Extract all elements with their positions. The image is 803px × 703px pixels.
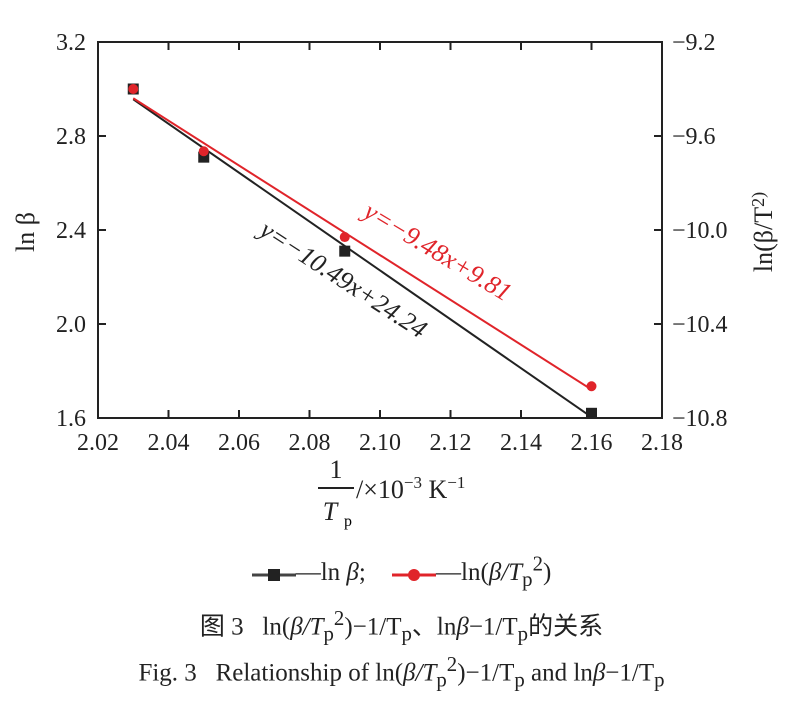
tick-group: 2.02 2.04 2.06 2.08 2.10 2.12 2.14 2.16 2.18 1.6 2…	[56, 30, 728, 456]
y-axis-right-title-sup: 2)	[748, 192, 769, 207]
x-tick-label: 2.10	[359, 430, 401, 456]
y-axis-right-title: ln(β/T2)	[748, 192, 778, 272]
x-title-denominator-sub: p	[344, 513, 352, 530]
legend-item-lnbetat2: —ln(β/Tp2)	[392, 552, 551, 592]
data-marks	[127, 83, 597, 419]
y-right-tick-label: −10.0	[672, 218, 728, 244]
legend-label-1: —ln β;	[295, 559, 366, 587]
circle-point	[586, 381, 597, 392]
y-left-tick-label: 2.4	[56, 218, 86, 244]
y-axis-left-title: ln β	[11, 212, 40, 252]
x-tick-label: 2.16	[571, 430, 613, 456]
circle-point	[128, 84, 139, 94]
x-title-denominator: T	[323, 497, 339, 526]
caption-chinese: 图 3 ln(β/Tp2)−1/Tp、lnβ−1/Tp的关系	[199, 606, 604, 646]
y-left-tick-label: 2.0	[56, 312, 86, 338]
x-tick-label: 2.14	[500, 430, 542, 456]
square-point	[339, 245, 351, 257]
x-title-unit-part: K	[422, 475, 448, 504]
x-tick-label: 2.04	[148, 430, 190, 456]
fit-line-2	[132, 97, 593, 391]
x-tick-label: 2.08	[289, 430, 331, 456]
legend: —ln β; —ln(β/Tp2)	[0, 552, 803, 592]
y-right-tick-label: −9.6	[672, 124, 716, 150]
y-axis-right-title-main: ln(β/T	[749, 207, 778, 272]
y-right-tick-label: −9.2	[672, 30, 716, 56]
y-left-tick-label: 3.2	[56, 30, 86, 56]
legend-swatch-square	[251, 568, 296, 581]
x-title-unit-part: −1	[447, 473, 465, 492]
x-title-unit-part: /×10	[356, 475, 404, 504]
x-title-numerator: 1	[330, 455, 343, 484]
caption-english: Fig. 3 Relationship of ln(β/Tp2)−1/Tp an…	[138, 652, 665, 692]
y-right-tick-label: −10.8	[672, 406, 728, 432]
legend-swatch-circle	[392, 568, 437, 581]
x-tick-label: 2.02	[77, 430, 119, 456]
x-tick-label: 2.18	[641, 430, 683, 456]
y-left-tick-label: 1.6	[56, 406, 86, 432]
circle-point	[339, 232, 350, 243]
x-tick-label: 2.06	[218, 430, 260, 456]
fit-line-1	[132, 98, 593, 418]
y-left-tick-label: 2.8	[56, 124, 86, 150]
square-point	[198, 151, 210, 163]
x-title-unit: /×10−3 K−1	[356, 473, 465, 504]
legend-label-2: —ln(β/Tp2)	[436, 552, 552, 592]
y-right-tick-label: −10.4	[672, 312, 728, 338]
circle-point	[198, 146, 209, 157]
x-tick-label: 2.12	[430, 430, 472, 456]
legend-item-lnbeta: —ln β;	[251, 559, 366, 587]
chart: 2.02 2.04 2.06 2.08 2.10 2.12 2.14 2.16 2.18 1.6 2…	[11, 30, 778, 530]
square-point	[586, 407, 597, 419]
fit-lines	[132, 97, 593, 418]
x-title-unit-part: −3	[404, 473, 422, 492]
